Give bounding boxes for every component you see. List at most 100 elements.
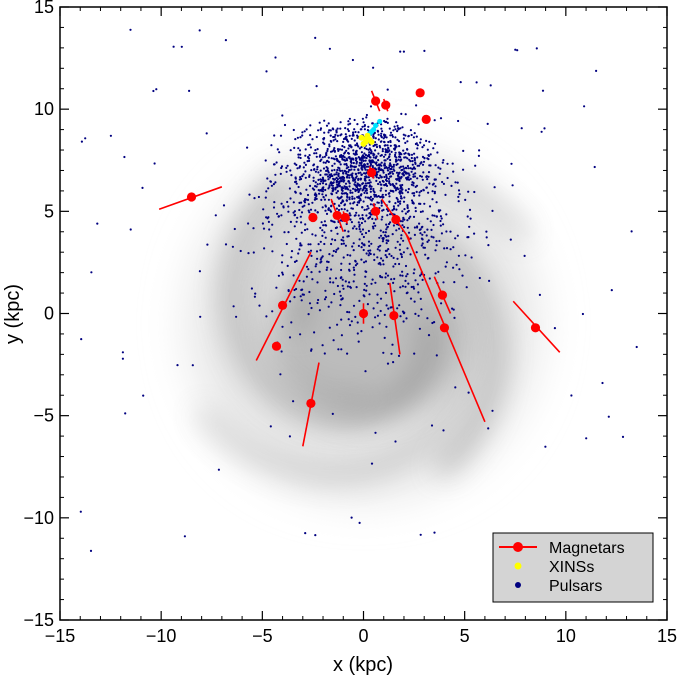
pulsar-point xyxy=(315,155,318,158)
pulsar-point xyxy=(406,210,409,213)
pulsar-point xyxy=(319,178,322,181)
pulsar-point xyxy=(361,117,364,120)
pulsar-point xyxy=(414,279,417,282)
pulsar-point xyxy=(361,228,365,231)
pulsar-point xyxy=(409,297,413,300)
pulsar-point xyxy=(327,198,330,201)
pulsar-point xyxy=(323,131,326,134)
pulsar-point xyxy=(339,121,342,124)
pulsar-point xyxy=(367,125,370,128)
pulsar-point xyxy=(383,183,386,187)
pulsar-point xyxy=(401,188,404,191)
pulsar-point xyxy=(271,310,274,313)
pulsar-point xyxy=(349,191,352,194)
pulsar-point xyxy=(389,221,392,224)
pulsar-point xyxy=(368,151,371,154)
pulsar-point xyxy=(402,320,405,323)
pulsar-point xyxy=(392,265,395,268)
pulsar-point xyxy=(398,227,401,230)
pulsar-point xyxy=(379,309,382,313)
pulsar-point xyxy=(373,191,376,194)
pulsar-point xyxy=(340,202,343,205)
pulsar-point xyxy=(453,316,456,319)
pulsar-point xyxy=(312,176,315,179)
pulsar-point xyxy=(317,189,320,192)
pulsar-point xyxy=(403,156,406,159)
pulsar-point xyxy=(321,186,324,190)
pulsar-point xyxy=(427,158,430,161)
pulsar-point xyxy=(314,149,317,152)
pulsar-point xyxy=(307,156,310,159)
pulsar-point xyxy=(403,196,406,199)
pulsar-point xyxy=(329,129,332,132)
pulsar-point xyxy=(354,157,357,160)
pulsar-point xyxy=(293,225,296,228)
pulsar-point xyxy=(340,195,343,198)
pulsar-point xyxy=(354,172,358,176)
pulsar-point xyxy=(378,144,381,148)
pulsar-point xyxy=(303,201,307,204)
pulsar-point xyxy=(399,315,402,318)
pulsar-point xyxy=(414,206,417,209)
pulsar-point xyxy=(409,253,412,256)
pulsar-point xyxy=(374,137,377,140)
pulsar-point xyxy=(280,214,283,217)
pulsar-point xyxy=(402,133,405,136)
pulsar-point xyxy=(417,314,420,317)
pulsar-point xyxy=(420,244,423,247)
pulsar-point xyxy=(387,147,390,150)
pulsar-point xyxy=(331,412,334,415)
pulsar-point xyxy=(382,196,385,199)
pulsar-point xyxy=(276,148,279,151)
pulsar-point xyxy=(387,169,390,172)
pulsar-point xyxy=(360,173,363,176)
pulsar-point xyxy=(392,224,395,227)
pulsar-point xyxy=(327,178,330,181)
pulsar-point xyxy=(367,153,370,156)
pulsar-point xyxy=(398,145,401,148)
pulsar-point xyxy=(327,187,330,190)
magnetar-point xyxy=(421,114,431,124)
pulsar-point xyxy=(451,162,454,165)
pulsar-point xyxy=(351,191,354,194)
pulsar-point xyxy=(364,182,367,185)
pulsar-point xyxy=(319,249,322,252)
pulsar-point xyxy=(393,125,396,128)
pulsar-point xyxy=(358,521,361,525)
pulsar-point xyxy=(364,168,367,171)
pulsar-point xyxy=(353,165,356,168)
pulsar-point xyxy=(369,203,372,206)
pulsar-point xyxy=(386,362,390,365)
pulsar-point xyxy=(402,218,405,221)
pulsar-point xyxy=(538,293,542,296)
pulsar-point xyxy=(357,221,360,224)
pulsar-point xyxy=(293,146,296,149)
pulsar-point xyxy=(89,549,93,553)
pulsar-point xyxy=(286,200,289,204)
pulsar-point xyxy=(345,149,348,152)
pulsar-point xyxy=(299,153,302,156)
pulsar-point xyxy=(385,325,388,328)
pulsar-point xyxy=(316,257,319,260)
pulsar-point xyxy=(369,156,372,159)
pulsar-point xyxy=(477,154,480,157)
nearby-object-point xyxy=(377,118,383,125)
pulsar-point xyxy=(410,156,413,160)
pulsar-point xyxy=(247,222,250,225)
pulsar-point xyxy=(340,318,343,321)
pulsar-point xyxy=(414,172,417,175)
pulsar-point xyxy=(344,244,347,247)
pulsar-point xyxy=(384,134,387,137)
pulsar-point xyxy=(298,279,301,282)
pulsar-point xyxy=(326,149,329,152)
pulsar-point xyxy=(250,287,253,290)
pulsar-point xyxy=(364,153,367,157)
pulsar-point xyxy=(516,49,519,52)
pulsar-point xyxy=(340,188,343,191)
y-tick-label: −15 xyxy=(23,610,54,630)
pulsar-point xyxy=(381,147,384,151)
pulsar-point xyxy=(392,361,395,364)
pulsar-point xyxy=(340,180,343,183)
pulsar-point xyxy=(326,266,329,269)
pulsar-point xyxy=(394,153,397,156)
